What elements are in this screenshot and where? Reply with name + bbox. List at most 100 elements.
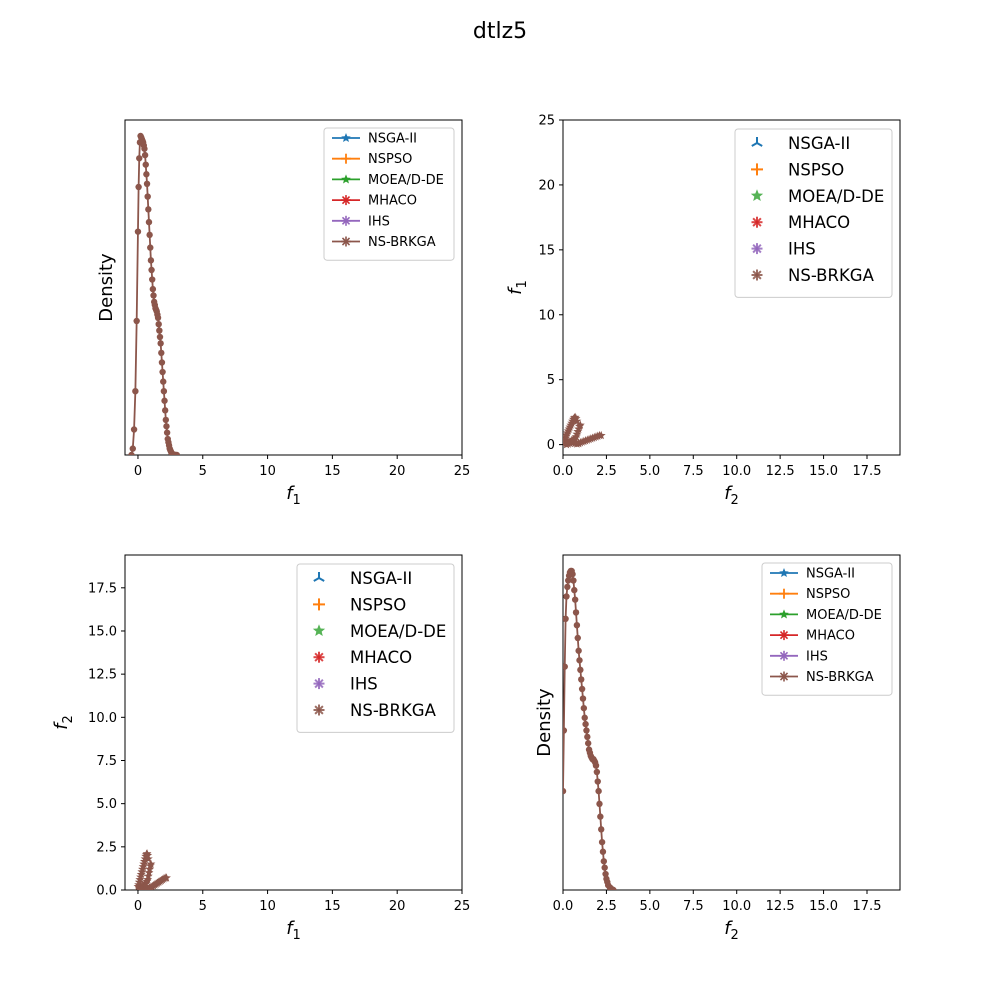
legend-marker [312, 624, 326, 637]
legend-marker [770, 671, 798, 682]
legend-label: NS-BRKGA [350, 701, 437, 720]
legend-label: MOEA/D-DE [806, 608, 882, 623]
x-tick-label: 15 [324, 899, 341, 914]
legend-label: NS-BRKGA [368, 235, 436, 250]
data-point [570, 577, 577, 584]
y-tick-label: 10.0 [88, 711, 117, 726]
data-point [573, 621, 581, 629]
legend-label: MOEA/D-DE [368, 173, 444, 188]
legend-marker [770, 630, 798, 641]
data-point [600, 858, 608, 865]
legend-marker [313, 704, 325, 716]
legend-box [734, 128, 893, 298]
plot-frame [562, 554, 901, 891]
data-point [145, 206, 152, 213]
data-point [578, 676, 585, 683]
legend: NSGA-II NSPSO MOEA/D-DE MHACO IHS NS-BRKGA [296, 563, 455, 733]
legend-marker [332, 236, 360, 247]
legend-label: MHACO [806, 629, 855, 644]
data-point [563, 615, 569, 623]
legend-label: NSGA-II [350, 569, 412, 588]
x-tick-label: 12.5 [766, 899, 795, 914]
y-axis-label: f2 [51, 715, 76, 730]
data-point [145, 883, 155, 890]
x-tick-label: 15.0 [809, 464, 838, 479]
legend-label: MHACO [350, 648, 412, 667]
legend: NSGA-II NSPSO MOEA/D-DE MHACO IHS NS-BRKGA [734, 128, 893, 298]
x-tick-label: 15.0 [809, 899, 838, 914]
legend-label: IHS [788, 240, 816, 259]
x-tick-label: 5.0 [640, 899, 661, 914]
data-point [563, 663, 568, 670]
legend-marker [751, 243, 763, 255]
legend-marker [751, 137, 763, 147]
data-point [582, 720, 589, 728]
legend-label: IHS [368, 214, 390, 229]
data-point [156, 327, 163, 334]
data-point [575, 647, 582, 654]
figure-title: dtlz5 [473, 19, 527, 44]
legend-label: MOEA/D-DE [788, 187, 884, 206]
legend-marker [332, 215, 360, 226]
x-tick-label: 2.5 [596, 464, 617, 479]
data-point [575, 420, 585, 429]
data-point [163, 423, 170, 430]
data-point [596, 800, 603, 808]
legend-label: NS-BRKGA [806, 670, 874, 685]
data-point [163, 429, 171, 436]
data-point [568, 437, 578, 446]
data-point [173, 451, 181, 455]
legend-marker [313, 598, 325, 611]
data-point [581, 714, 588, 721]
data-point [572, 416, 582, 426]
plot-frame [562, 119, 901, 456]
data-point [158, 359, 166, 366]
data-point [583, 727, 590, 734]
y-tick-label: 0 [547, 438, 555, 453]
x-tick-label: 20 [389, 899, 406, 914]
legend-marker [750, 189, 764, 202]
legend-marker [332, 153, 360, 164]
data-point [143, 850, 153, 860]
y-tick-label: 5.0 [96, 797, 117, 812]
y-tick-label: 0.0 [96, 884, 117, 899]
legend-box [296, 563, 455, 733]
x-tick-label: 12.5 [766, 464, 795, 479]
legend-marker [332, 195, 360, 206]
x-tick-label: 10.0 [722, 464, 751, 479]
legend-marker [751, 216, 763, 228]
y-tick-label: 2.5 [96, 840, 117, 855]
legend-marker [313, 572, 325, 582]
legend-label: NSGA-II [368, 132, 417, 147]
x-tick-label: 15 [324, 464, 341, 479]
data-point [145, 864, 155, 874]
legend-marker [332, 174, 360, 184]
data-point [564, 583, 571, 591]
legend: NSGA-II NSPSO MOEA/D-DE MHACO IHS NS-BRKGA [761, 562, 893, 696]
y-axis-label: Density [534, 688, 555, 757]
x-tick-label: 0 [134, 464, 142, 479]
data-point [143, 171, 150, 178]
data-point [584, 733, 591, 741]
x-axis-label: f1 [286, 918, 301, 943]
data-point [141, 881, 151, 890]
data-point [144, 193, 151, 200]
data-point [130, 426, 138, 433]
data-point [563, 593, 570, 600]
data-point [571, 586, 578, 594]
legend-label: NSPSO [368, 152, 412, 167]
y-tick-label: 15 [538, 243, 555, 258]
data-point [598, 838, 606, 846]
legend-marker [770, 588, 798, 599]
y-tick-label: 7.5 [96, 754, 117, 769]
data-point [133, 317, 140, 325]
data-layer [133, 849, 171, 890]
data-point [161, 407, 169, 414]
data-point [149, 285, 157, 293]
chart-panel-top-left: 0 5 10 15 20 25 f1 Density NSGA-II NSPSO MOEA/D-DE… [96, 119, 470, 508]
x-tick-label: 0 [134, 899, 142, 914]
data-point [143, 180, 151, 188]
x-tick-label: 10 [259, 899, 276, 914]
data-point [149, 276, 156, 283]
